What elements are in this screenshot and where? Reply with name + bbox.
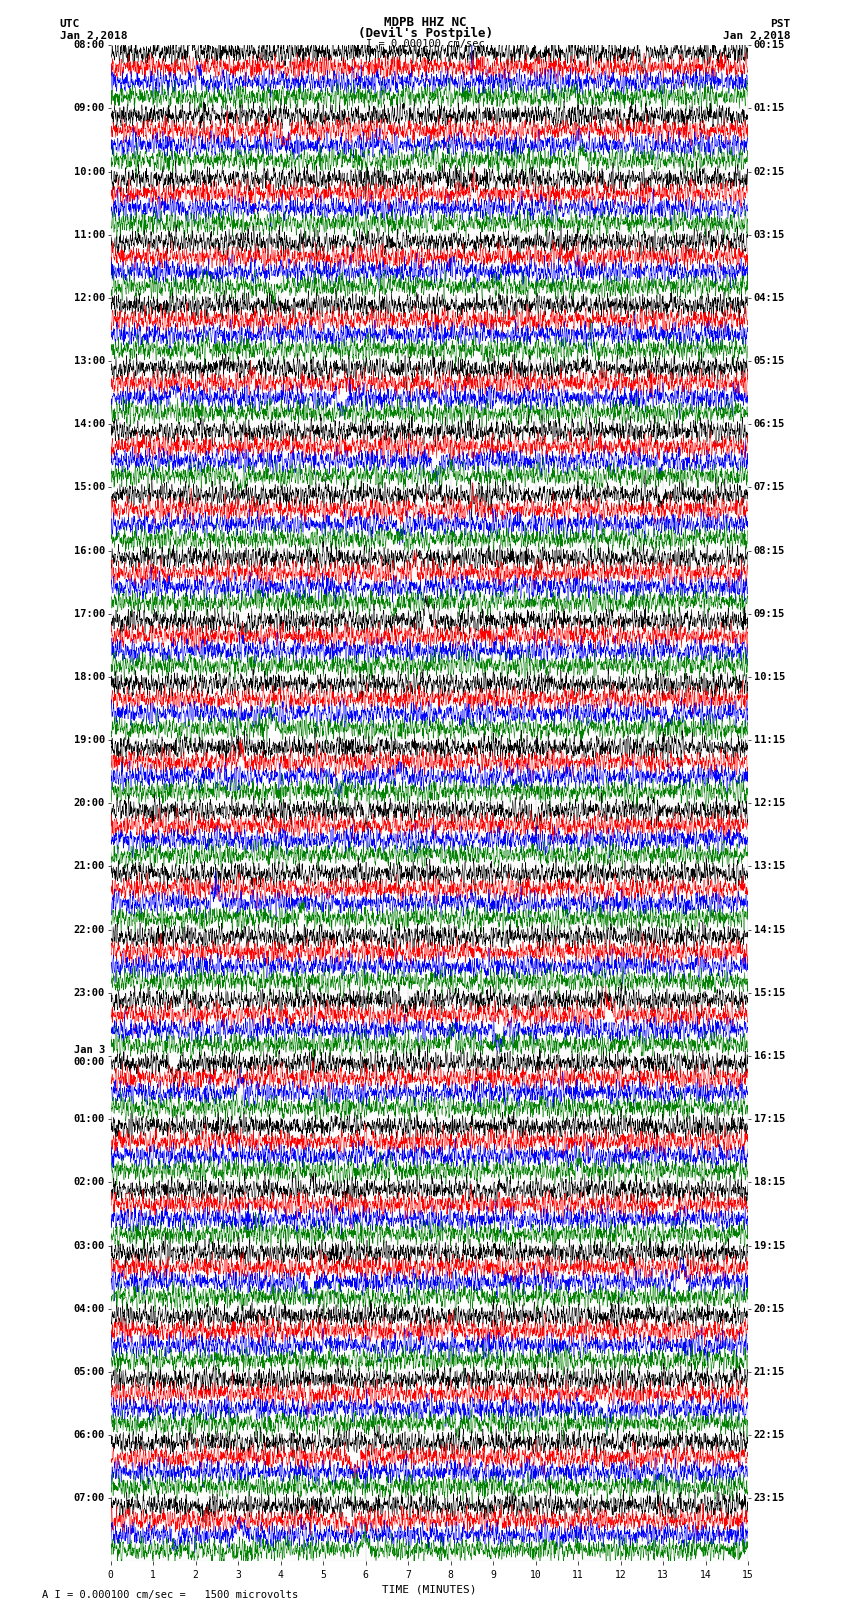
Text: UTC: UTC [60, 19, 80, 29]
X-axis label: TIME (MINUTES): TIME (MINUTES) [382, 1584, 477, 1595]
Text: Jan 2,2018: Jan 2,2018 [723, 31, 791, 40]
Text: (Devil's Postpile): (Devil's Postpile) [358, 27, 492, 40]
Text: MDPB HHZ NC: MDPB HHZ NC [383, 16, 467, 29]
Text: I = 0.000100 cm/sec: I = 0.000100 cm/sec [366, 39, 484, 48]
Text: PST: PST [770, 19, 790, 29]
Text: Jan 2,2018: Jan 2,2018 [60, 31, 127, 40]
Text: A I = 0.000100 cm/sec =   1500 microvolts: A I = 0.000100 cm/sec = 1500 microvolts [42, 1590, 298, 1600]
